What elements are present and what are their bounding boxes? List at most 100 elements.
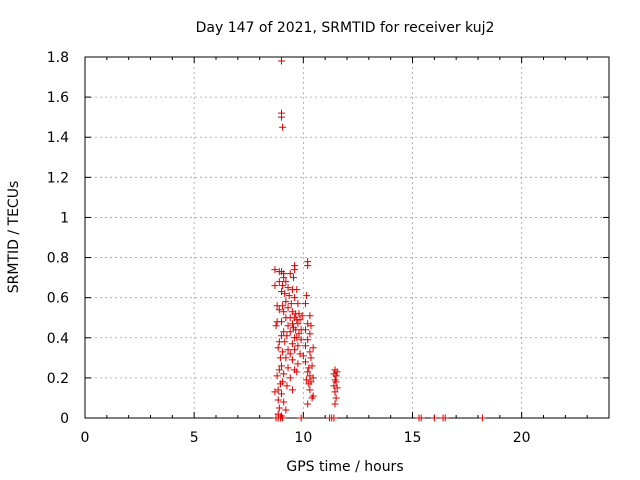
data-point	[330, 414, 338, 422]
data-point	[284, 304, 292, 312]
data-point	[279, 348, 287, 356]
data-point	[304, 400, 312, 408]
data-point	[284, 364, 292, 372]
data-point	[282, 406, 290, 414]
y-tick-label: 1.8	[47, 50, 69, 66]
data-point	[331, 400, 339, 408]
data-point	[279, 414, 287, 422]
data-point	[284, 346, 292, 354]
y-tick-label: 0.2	[47, 371, 69, 387]
data-point	[306, 386, 314, 394]
data-point	[282, 354, 290, 362]
data-point	[284, 322, 292, 330]
data-point	[288, 356, 296, 364]
data-point	[291, 294, 299, 302]
chart-title: Day 147 of 2021, SRMTID for receiver kuj…	[196, 20, 495, 36]
data-point	[332, 394, 340, 402]
y-tick-label: 1.2	[47, 170, 69, 186]
data-point	[276, 380, 284, 388]
data-point	[280, 328, 288, 336]
data-point	[278, 113, 285, 121]
data-point	[299, 352, 307, 360]
data-point	[306, 330, 314, 338]
data-point	[305, 364, 313, 372]
data-point	[271, 282, 279, 290]
data-point	[286, 374, 294, 382]
data-point	[291, 266, 299, 274]
data-point	[288, 340, 296, 348]
data-point	[274, 344, 282, 352]
y-tick-label: 1	[60, 210, 69, 226]
data-point	[304, 368, 312, 376]
data-point	[293, 368, 301, 376]
data-point	[275, 404, 283, 412]
data-point	[298, 312, 306, 320]
data-point	[303, 376, 311, 384]
x-tick-label: 0	[81, 430, 90, 446]
data-point	[478, 414, 486, 422]
data-point	[304, 262, 312, 270]
data-point	[274, 396, 282, 404]
data-point	[280, 308, 288, 316]
data-point	[295, 330, 303, 338]
data-point	[283, 382, 291, 390]
data-point	[271, 388, 279, 396]
data-point	[278, 362, 285, 370]
data-point	[304, 336, 312, 344]
data-point	[280, 274, 288, 282]
axis-ticks: 0 5 10 15 20 0 0.2 0.4 0.6 0.8 1 1.2 1.4 1.6 1.8	[47, 50, 609, 446]
data-point	[285, 292, 293, 300]
data-point	[308, 394, 316, 402]
data-point	[275, 278, 283, 286]
data-point	[291, 346, 299, 354]
data-points	[271, 57, 486, 422]
y-tick-label: 0.6	[47, 291, 69, 307]
x-tick-label: 20	[513, 430, 531, 446]
data-point	[278, 390, 285, 398]
data-point	[281, 338, 289, 346]
data-point	[281, 290, 289, 298]
data-point	[279, 123, 287, 131]
data-point	[279, 282, 287, 290]
data-point	[441, 414, 449, 422]
data-point	[303, 292, 311, 300]
x-tick-label: 5	[190, 430, 199, 446]
x-tick-label: 10	[294, 430, 312, 446]
data-point	[275, 306, 283, 314]
data-point	[294, 342, 302, 350]
data-point	[272, 322, 280, 330]
data-point	[273, 372, 281, 380]
data-point	[282, 298, 290, 306]
data-point	[278, 57, 285, 65]
data-point	[279, 302, 287, 310]
data-point	[417, 414, 425, 422]
plot-frame	[84, 56, 610, 419]
y-tick-label: 1.6	[47, 90, 69, 106]
data-point	[307, 354, 315, 362]
data-point	[305, 380, 313, 388]
y-tick-label: 1.4	[47, 130, 69, 146]
data-point	[306, 348, 314, 356]
data-point	[302, 342, 310, 350]
data-point	[309, 344, 317, 352]
data-point	[275, 366, 283, 374]
data-point	[306, 312, 314, 320]
x-tick-label: 15	[404, 430, 422, 446]
data-point	[293, 334, 301, 342]
data-point	[297, 414, 305, 422]
data-point	[294, 300, 302, 308]
grid	[85, 56, 609, 418]
data-point	[288, 386, 296, 394]
data-point	[271, 266, 279, 274]
y-tick-label: 0.4	[47, 331, 69, 347]
data-point	[294, 360, 302, 368]
data-point	[290, 274, 298, 282]
data-point	[302, 358, 310, 366]
data-point	[302, 300, 310, 308]
data-point	[283, 332, 291, 340]
y-axis-label: SRMTID / TECUs	[6, 181, 22, 294]
data-point	[282, 278, 290, 286]
data-point	[293, 286, 301, 294]
data-point	[280, 398, 288, 406]
y-tick-label: 0.8	[47, 251, 69, 267]
